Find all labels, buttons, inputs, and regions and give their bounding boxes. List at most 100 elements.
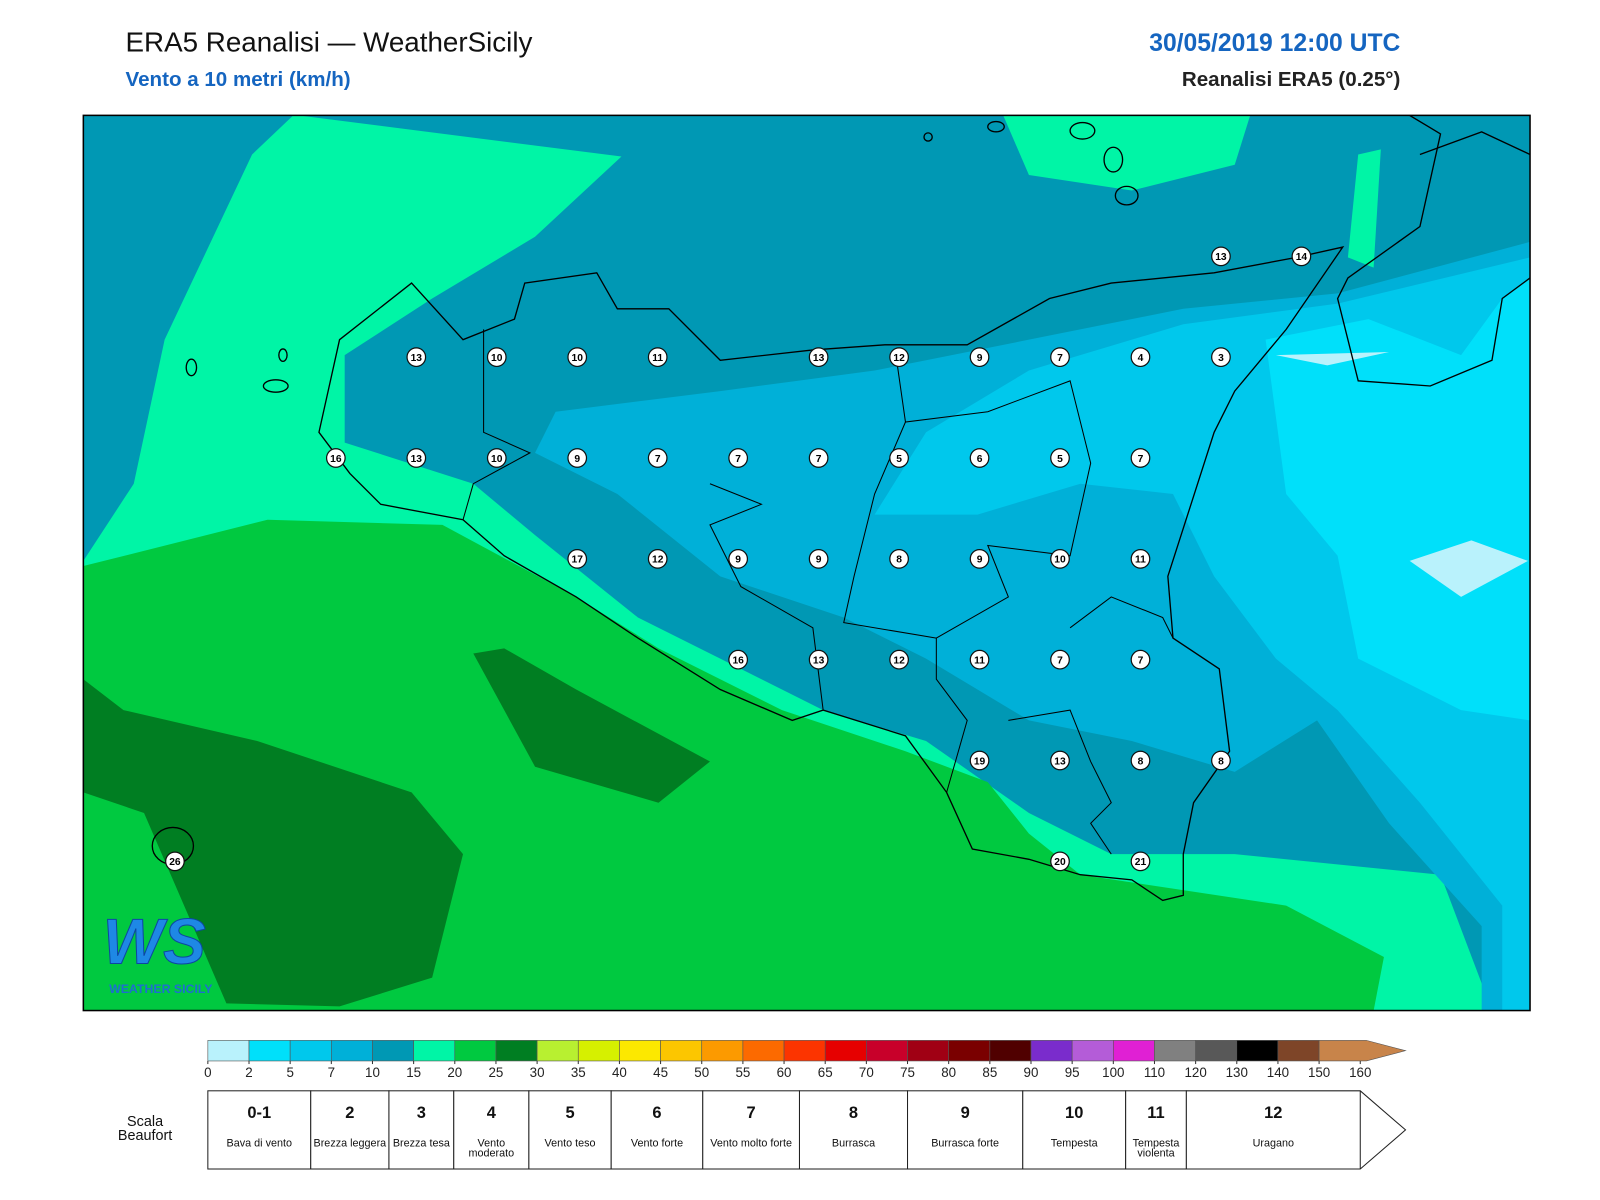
station-value: 16 <box>330 454 342 465</box>
station-marker <box>728 548 749 569</box>
subtitle: Vento a 10 metri (km/h) <box>126 68 351 91</box>
colorbar-tick-label: 35 <box>571 1065 586 1080</box>
station-marker <box>1130 649 1151 670</box>
beaufort-name-box: Vento molto forte <box>710 1138 792 1150</box>
beaufort-box <box>1185 1090 1407 1170</box>
beaufort-force: 7 <box>747 1104 756 1122</box>
color-segment <box>454 1040 497 1062</box>
beaufort-name-box: Uragano <box>1252 1138 1295 1150</box>
color-segment <box>1277 1040 1320 1062</box>
beaufort-name-box: Brezza tesa <box>393 1138 450 1149</box>
station-marker <box>406 448 427 468</box>
colorbar-tick-label: 120 <box>1184 1065 1206 1080</box>
station-value: 5 <box>896 454 902 465</box>
station-value: 20 <box>1054 857 1066 868</box>
map-frame <box>82 114 1531 1012</box>
station-value: 13 <box>411 353 423 364</box>
calabria-outline <box>1336 115 1531 387</box>
station-value: 13 <box>813 353 825 364</box>
station-marker <box>567 347 588 368</box>
station-marker <box>1050 851 1070 872</box>
station-marker <box>1291 246 1312 267</box>
station-value: 7 <box>1138 655 1144 666</box>
beaufort-name: Vento teso <box>544 1138 596 1150</box>
station-marker <box>1050 750 1070 771</box>
station-marker <box>1050 448 1070 468</box>
station-marker <box>325 448 346 468</box>
station-value: 13 <box>411 454 423 465</box>
colorbar-tick-label: 110 <box>1144 1065 1165 1080</box>
station-value: 26 <box>169 857 181 868</box>
station-marker <box>808 649 829 670</box>
color-segment <box>413 1040 456 1062</box>
beaufort-box <box>528 1090 612 1170</box>
beaufort-force: 2 <box>345 1104 354 1122</box>
island <box>278 348 288 362</box>
color-segment <box>248 1040 291 1062</box>
beaufort-force: 12 <box>1264 1104 1282 1122</box>
beaufort-name: Tempesta violenta <box>1132 1138 1180 1160</box>
beaufort-name-box: Tempesta <box>1051 1138 1098 1149</box>
colorbar-tick-label: 2 <box>245 1065 252 1080</box>
beaufort-box <box>798 1090 909 1170</box>
calabria-outline <box>1419 131 1531 156</box>
beaufort-name: Brezza leggera <box>313 1138 387 1150</box>
colorbar-tick-label: 60 <box>777 1065 792 1080</box>
colorbar-tick-label: 95 <box>1065 1065 1080 1080</box>
beaufort-name: Vento molto forte <box>710 1138 792 1150</box>
logo-initials: WS <box>103 906 206 978</box>
station-value: 10 <box>1054 555 1066 566</box>
station-value: 10 <box>572 353 584 364</box>
station-value: 11 <box>974 655 985 666</box>
station-value: 12 <box>652 555 664 566</box>
color-segment <box>536 1040 579 1062</box>
field-area <box>1275 352 1390 366</box>
color-segment <box>783 1040 826 1062</box>
color-segment <box>1113 1040 1155 1062</box>
beaufort-label-box: Scala Beaufort <box>118 1113 172 1142</box>
colorbar-tick-label: 45 <box>653 1065 668 1080</box>
province-border <box>709 483 824 711</box>
island <box>262 379 289 393</box>
colorbar-tick-label: 150 <box>1308 1065 1330 1080</box>
field-area <box>83 679 464 1007</box>
station-value: 19 <box>974 756 986 767</box>
station-value: 9 <box>977 555 983 566</box>
color-segment <box>372 1040 414 1062</box>
color-segment <box>1154 1040 1196 1062</box>
color-segment <box>907 1040 949 1062</box>
logo: WS WEATHER SICILY <box>102 905 213 996</box>
station-value: 13 <box>1054 756 1066 767</box>
color-segment <box>1236 1040 1279 1062</box>
station-marker <box>1050 649 1070 670</box>
station-value: 10 <box>491 454 503 465</box>
beaufort-name-box: Brezza leggera <box>313 1138 387 1150</box>
island <box>923 132 933 142</box>
beaufort-box <box>310 1090 390 1170</box>
beaufort-box <box>907 1090 1024 1170</box>
station-marker <box>165 851 185 872</box>
beaufort-name: Uragano <box>1252 1138 1295 1150</box>
coastline <box>151 115 1531 902</box>
colorbar-tick-label: 130 <box>1226 1065 1248 1080</box>
beaufort-box <box>207 1090 312 1170</box>
station-value: 7 <box>1138 454 1144 465</box>
station-marker <box>889 448 909 468</box>
station-value: 5 <box>1057 454 1063 465</box>
beaufort-force: 9 <box>961 1104 970 1122</box>
colorbar: 0 2 5 7 10 15 20 25 30 35 40 45 50 55 60 65 70 75 80 85 90 95… <box>204 1040 1407 1080</box>
color-segment <box>660 1040 703 1062</box>
colorbar-tick-label: 75 <box>900 1065 915 1080</box>
station-marker <box>486 347 507 368</box>
beaufort-name-box: Burrasca forte <box>931 1138 999 1149</box>
title: ERA5 Reanalisi — WeatherSicily <box>126 27 533 58</box>
beaufort-box <box>702 1090 800 1170</box>
station-marker <box>567 448 588 468</box>
beaufort-name: Vento forte <box>630 1138 684 1150</box>
station-marker <box>406 347 427 368</box>
station-marker <box>728 649 749 670</box>
island <box>185 358 198 377</box>
station-value: 4 <box>1138 353 1144 364</box>
color-segment <box>1195 1040 1238 1062</box>
